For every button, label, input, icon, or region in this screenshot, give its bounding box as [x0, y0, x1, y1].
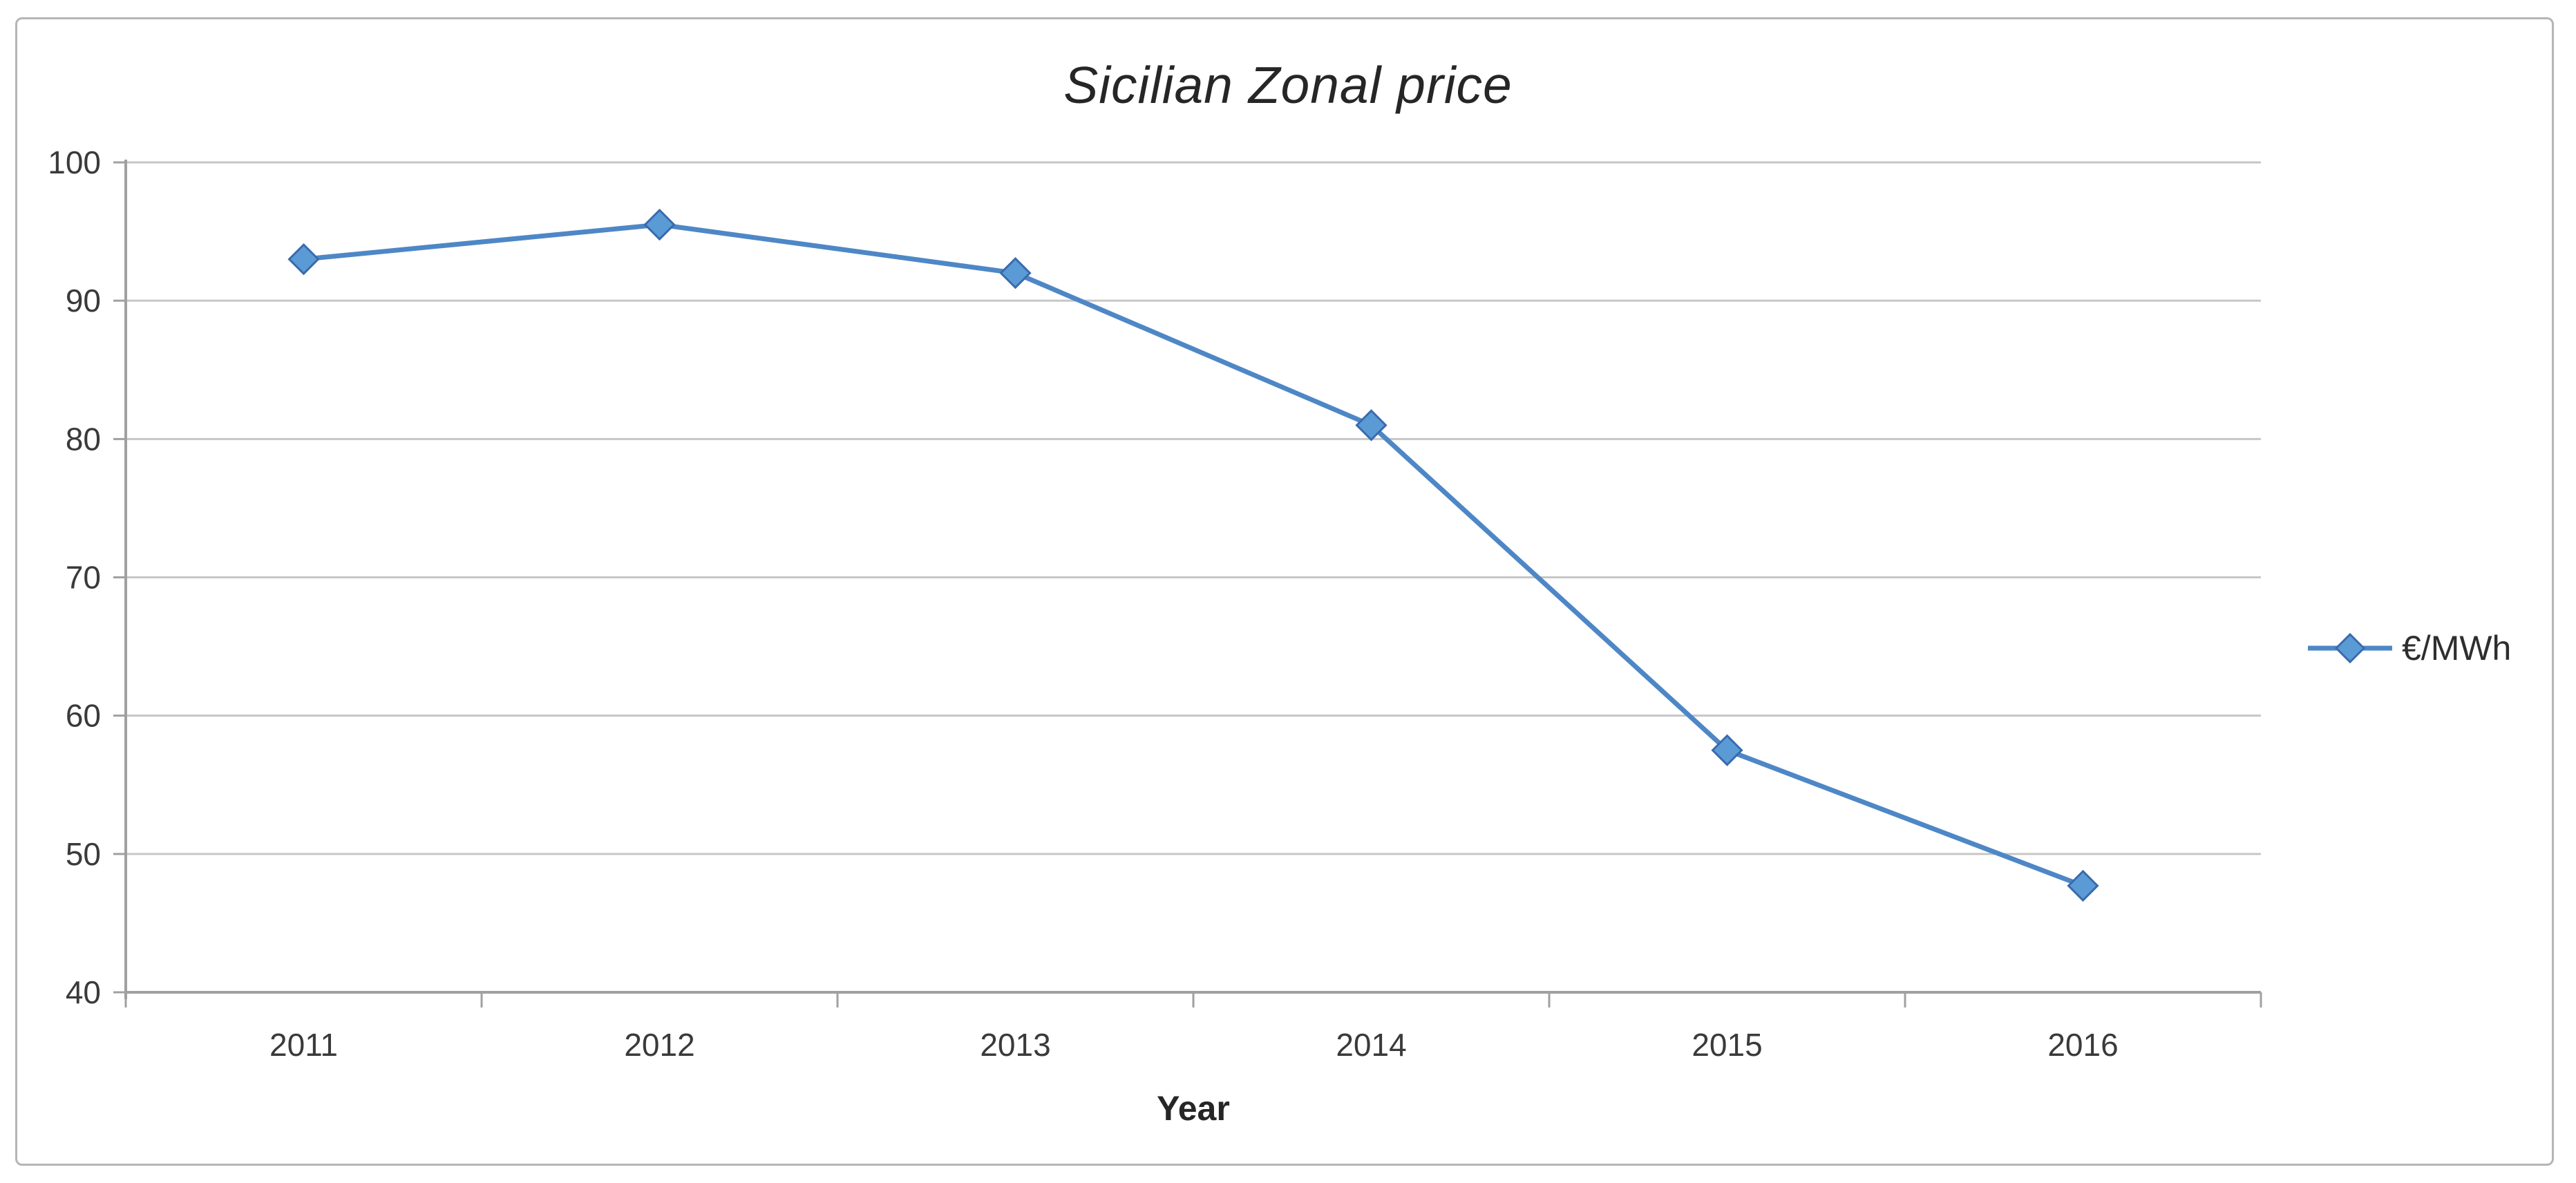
- chart-frame: [15, 17, 2554, 1166]
- legend: €/MWh: [2305, 624, 2511, 672]
- x-tick-label: 2014: [1336, 1027, 1406, 1063]
- chart-title: Sicilian Zonal price: [1063, 56, 1513, 114]
- x-tick-label: 2015: [1692, 1027, 1762, 1063]
- x-tick-label: 2016: [2047, 1027, 2118, 1063]
- data-point-marker: [1711, 734, 1743, 766]
- data-point-marker: [643, 208, 676, 241]
- data-point-marker: [999, 257, 1032, 290]
- x-tick-label: 2012: [624, 1027, 694, 1063]
- data-point-marker: [287, 243, 320, 276]
- data-point-marker: [1355, 409, 1388, 442]
- y-tick-label: 100: [48, 144, 101, 180]
- series-line: [303, 222, 2084, 889]
- legend-series-label: €/MWh: [2402, 629, 2512, 668]
- y-tick-label: 40: [66, 974, 101, 1010]
- x-axis-title: Year: [1157, 1089, 1230, 1128]
- y-tick-label: 60: [66, 698, 101, 734]
- y-tick-label: 90: [66, 283, 101, 319]
- y-tick-label: 80: [66, 421, 101, 457]
- legend-marker-icon: [2308, 632, 2392, 664]
- x-tick-label: 2011: [269, 1027, 338, 1063]
- x-tick-label: 2013: [980, 1027, 1050, 1063]
- y-tick-label: 70: [66, 560, 101, 596]
- y-tick-label: 50: [66, 836, 101, 872]
- data-point-marker: [2067, 869, 2099, 902]
